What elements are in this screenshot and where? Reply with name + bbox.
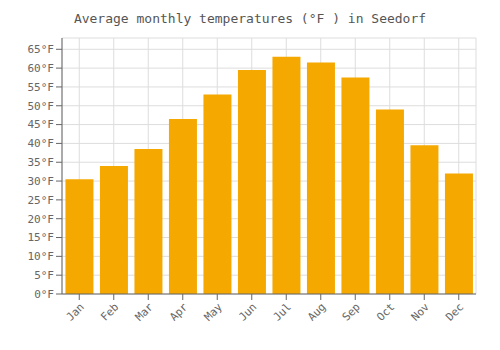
svg-text:35°F: 35°F — [28, 156, 55, 169]
svg-text:Apr: Apr — [167, 300, 191, 324]
svg-text:May: May — [202, 300, 226, 324]
svg-text:15°F: 15°F — [28, 231, 55, 244]
svg-text:Jul: Jul — [271, 300, 294, 323]
svg-text:25°F: 25°F — [28, 194, 55, 207]
svg-text:45°F: 45°F — [28, 118, 55, 131]
svg-text:5°F: 5°F — [34, 269, 54, 282]
svg-text:Mar: Mar — [133, 300, 157, 324]
svg-text:10°F: 10°F — [28, 250, 55, 263]
svg-text:30°F: 30°F — [28, 175, 55, 188]
svg-text:0°F: 0°F — [34, 288, 54, 301]
svg-text:Dec: Dec — [443, 300, 466, 323]
svg-text:Feb: Feb — [98, 300, 121, 323]
svg-text:50°F: 50°F — [28, 100, 55, 113]
svg-text:40°F: 40°F — [28, 137, 55, 150]
svg-text:20°F: 20°F — [28, 213, 55, 226]
svg-text:65°F: 65°F — [28, 43, 55, 56]
svg-text:60°F: 60°F — [28, 62, 55, 75]
svg-text:Sep: Sep — [340, 300, 363, 323]
svg-text:55°F: 55°F — [28, 81, 55, 94]
html-text:Average monthly temperatures (: Average monthly temperatures (°F ) in Se… — [73, 11, 427, 26]
svg-text:Nov: Nov — [409, 300, 433, 324]
svg-text:Jun: Jun — [236, 300, 259, 323]
svg-text:Oct: Oct — [374, 300, 397, 323]
svg-text:Aug: Aug — [305, 300, 328, 323]
svg-text:Jan: Jan — [64, 300, 87, 323]
